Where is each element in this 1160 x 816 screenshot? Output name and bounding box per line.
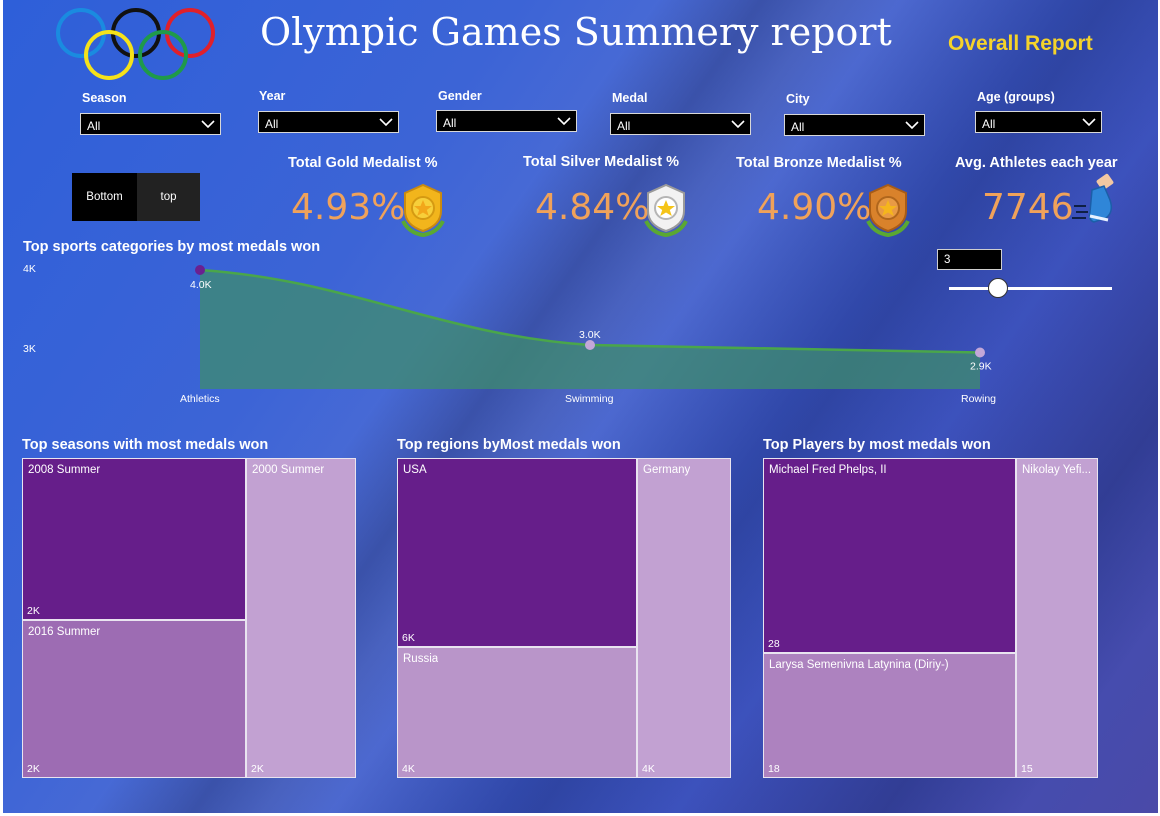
- sports-area-chart: 4.0K 3.0K 2.9K: [190, 265, 992, 389]
- area-fill: [200, 270, 980, 389]
- cell-value: 2K: [251, 763, 264, 775]
- data-label-swimming: 3.0K: [579, 329, 601, 341]
- chevron-down-icon: [379, 118, 393, 127]
- players-treemap-title: Top Players by most medals won: [763, 437, 991, 453]
- cell-value: 2K: [27, 763, 40, 775]
- filter-season-dropdown[interactable]: All: [80, 113, 221, 135]
- chevron-down-icon: [905, 121, 919, 130]
- filter-city-value: All: [791, 120, 805, 134]
- filter-season-value: All: [87, 119, 101, 133]
- regions-treemap-title: Top regions byMost medals won: [397, 437, 621, 453]
- data-point-rowing[interactable]: [975, 347, 985, 358]
- cell-name: Nikolay Yefi...: [1022, 464, 1092, 476]
- cell-name: Larysa Semenivna Latynina (Diriy-): [769, 659, 949, 671]
- cell-name: 2016 Summer: [28, 626, 101, 638]
- kpi-gold-label: Total Gold Medalist %: [288, 155, 438, 171]
- cell-name: 2000 Summer: [252, 464, 325, 476]
- overall-report-link[interactable]: Overall Report: [948, 32, 1093, 55]
- kpi-athletes-value: 7746: [982, 187, 1074, 228]
- treemap-cell-russia[interactable]: Russia 4K: [397, 647, 637, 778]
- y-tick-4k: 4K: [23, 263, 36, 275]
- treemap-cell-latynina[interactable]: Larysa Semenivna Latynina (Diriy-) 18: [763, 653, 1016, 778]
- filter-medal-dropdown[interactable]: All: [610, 113, 751, 135]
- data-point-athletics[interactable]: [195, 265, 205, 275]
- data-point-swimming[interactable]: [585, 340, 595, 350]
- chevron-down-icon: [201, 120, 215, 129]
- area-line: [199, 268, 981, 354]
- filter-medal-label: Medal: [612, 91, 648, 105]
- kpi-bronze-label: Total Bronze Medalist %: [736, 155, 902, 171]
- report-canvas: Olympic Games Summery report Overall Rep…: [3, 0, 1158, 813]
- olympic-rings-logo: [56, 8, 215, 80]
- chevron-down-icon: [1082, 118, 1096, 127]
- data-label-rowing: 2.9K: [970, 361, 992, 373]
- filter-year-label: Year: [259, 89, 286, 103]
- filter-year-dropdown[interactable]: All: [258, 111, 399, 133]
- cell-name: Russia: [403, 653, 439, 665]
- x-tick-rowing: Rowing: [961, 393, 997, 405]
- cell-value: 15: [1021, 763, 1033, 775]
- kpi-gold-value: 4.93%: [291, 187, 406, 228]
- filter-year-value: All: [265, 117, 279, 131]
- bronze-medal-icon: [866, 183, 910, 237]
- treemap-cell-nikolay[interactable]: Nikolay Yefi... 15: [1016, 458, 1098, 778]
- treemap-cell-2016-summer[interactable]: 2016 Summer 2K: [22, 620, 246, 778]
- running-shoe-icon: [1072, 173, 1114, 223]
- filter-city-dropdown[interactable]: All: [784, 114, 925, 136]
- cell-value: 6K: [402, 632, 415, 644]
- filter-age-dropdown[interactable]: All: [975, 111, 1102, 133]
- x-tick-athletics: Athletics: [180, 393, 220, 405]
- cell-value: 18: [768, 763, 780, 775]
- filter-medal-value: All: [617, 119, 631, 133]
- bottom-button[interactable]: Bottom: [72, 173, 137, 221]
- top-button[interactable]: top: [137, 173, 200, 221]
- y-tick-3k: 3K: [23, 343, 36, 355]
- cell-value: 2K: [27, 605, 40, 617]
- x-tick-swimming: Swimming: [565, 393, 614, 405]
- data-label-athletics: 4.0K: [190, 279, 212, 291]
- filter-gender-dropdown[interactable]: All: [436, 110, 577, 132]
- treemap-cell-phelps[interactable]: Michael Fred Phelps, II 28: [763, 458, 1016, 653]
- topn-input[interactable]: 3: [937, 249, 1002, 270]
- gold-medal-icon: [401, 183, 445, 237]
- filter-age-value: All: [982, 117, 996, 131]
- cell-value: 4K: [642, 763, 655, 775]
- treemap-cell-germany[interactable]: Germany 4K: [637, 458, 731, 778]
- topn-slider-track[interactable]: [949, 287, 1112, 290]
- treemap-cell-usa[interactable]: USA 6K: [397, 458, 637, 647]
- filter-city-label: City: [786, 92, 810, 106]
- treemap-cell-2008-summer[interactable]: 2008 Summer 2K: [22, 458, 246, 620]
- cell-value: 4K: [402, 763, 415, 775]
- cell-name: 2008 Summer: [28, 464, 101, 476]
- filter-gender-value: All: [443, 116, 457, 130]
- cell-name: USA: [403, 464, 427, 476]
- kpi-silver-value: 4.84%: [535, 187, 650, 228]
- sports-chart-title: Top sports categories by most medals won: [23, 239, 321, 255]
- cell-name: Michael Fred Phelps, II: [769, 464, 887, 476]
- kpi-bronze-value: 4.90%: [757, 187, 872, 228]
- topn-value: 3: [944, 254, 951, 266]
- kpi-silver-label: Total Silver Medalist %: [523, 154, 680, 170]
- kpi-athletes-label: Avg. Athletes each year: [955, 155, 1118, 171]
- seasons-treemap-title: Top seasons with most medals won: [22, 437, 269, 453]
- chevron-down-icon: [557, 117, 571, 126]
- chevron-down-icon: [731, 120, 745, 129]
- cell-value: 28: [768, 638, 780, 650]
- filter-gender-label: Gender: [438, 89, 482, 103]
- silver-medal-icon: [644, 183, 688, 237]
- topn-slider-thumb[interactable]: [987, 278, 1008, 298]
- filter-age-label: Age (groups): [977, 90, 1055, 104]
- filter-season-label: Season: [82, 91, 127, 105]
- page-title: Olympic Games Summery report: [260, 10, 892, 54]
- treemap-cell-2000-summer[interactable]: 2000 Summer 2K: [246, 458, 356, 778]
- cell-name: Germany: [643, 464, 691, 476]
